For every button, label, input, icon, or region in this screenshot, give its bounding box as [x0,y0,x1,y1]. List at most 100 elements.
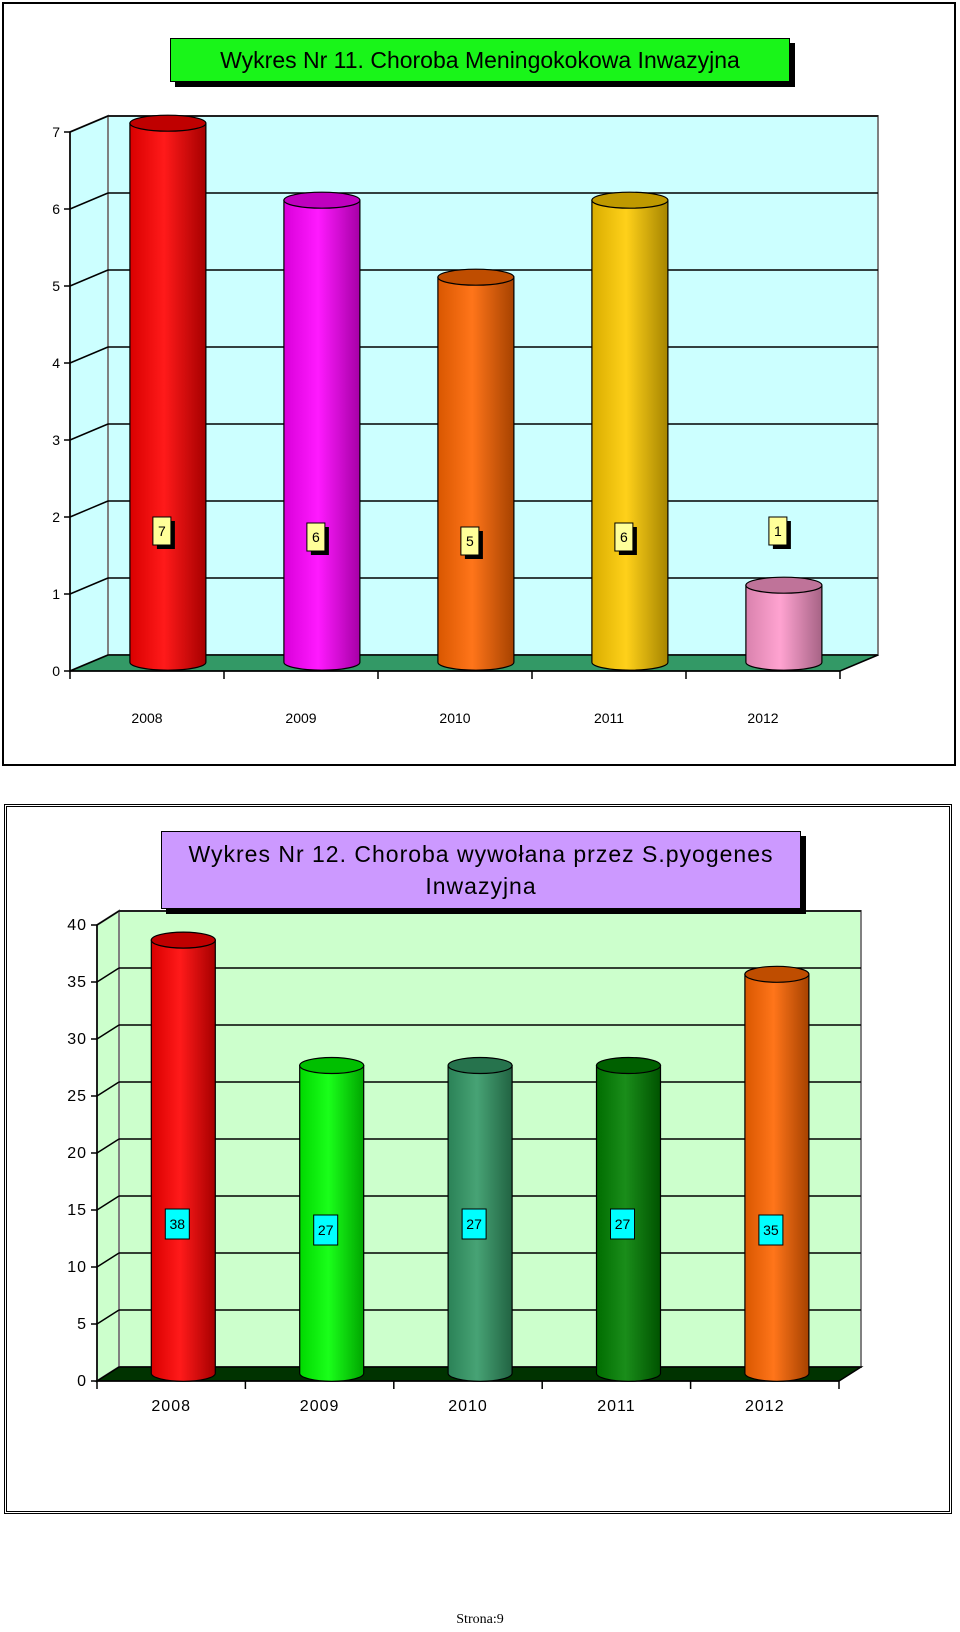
data-label-box [313,1214,339,1246]
bar-2012 [745,576,823,671]
bar-body [150,939,216,1382]
y-tick-label: 25 [67,1088,87,1105]
x-tick-label: 2009 [285,710,316,726]
bar-top [150,931,216,949]
data-label-box [460,526,480,556]
gridline-side [69,346,109,364]
data-label-box [758,1214,784,1246]
y-tick-label: 0 [77,1373,87,1390]
gridline-side [96,1309,120,1325]
page-footer: Strona:9 [456,1612,504,1627]
data-label-2010: 27 [461,1208,487,1240]
data-label-2009: 6 [306,522,329,555]
bar-body [744,973,810,1382]
y-tick-label: 3 [52,432,60,448]
gridline-side [69,577,109,595]
data-label-box [152,516,172,546]
x-tick-label: 2010 [439,710,470,726]
data-label-text: 5 [466,533,474,549]
x-tick-label: 2011 [597,1398,635,1415]
chart-2-frame: 0 5 10 15 20 25 30 35 40 38 2008 27 2009 27 2010 27 2011… [4,804,952,1514]
gridline-side [69,423,109,441]
data-label-2009: 27 [313,1214,339,1246]
y-tick-label: 7 [52,124,60,140]
y-tick-label: 0 [52,663,60,679]
y-tick-label: 1 [52,586,60,602]
bar-2008 [129,114,207,671]
gridline-side [96,910,120,926]
gridline-side [69,269,109,287]
data-label-2011: 6 [614,522,637,555]
bar-top [744,965,810,983]
gridline-side [69,192,109,210]
data-label-2012: 35 [758,1214,784,1246]
chart-1-title: Wykres Nr 11. Choroba Meningokokowa Inwa… [170,38,790,82]
gridline-side [69,115,109,133]
data-label-text: 35 [763,1222,779,1238]
bar-body [591,199,669,671]
bar-top [437,268,515,286]
gridline-side [96,1024,120,1040]
data-label-text: 6 [312,529,320,545]
y-tick-label: 30 [67,1031,87,1048]
data-label-box [461,1208,487,1240]
x-tick-label: 2009 [300,1398,340,1415]
gridline-side [96,1195,120,1211]
data-label-2008: 7 [152,516,175,549]
data-label-2012: 1 [768,516,791,549]
bar-top [595,1056,662,1075]
chart-2-plot: 0 5 10 15 20 25 30 35 40 38 2008 27 2009 27 2010 27 2011… [67,909,864,1415]
side-wall [69,114,109,673]
y-tick-label: 4 [52,355,60,371]
data-label-2010: 5 [460,526,483,559]
data-label-text: 27 [466,1216,482,1232]
gridline-side [69,500,109,518]
x-tick-label: 2011 [594,710,624,726]
y-tick-label: 15 [67,1202,87,1219]
x-tick-label: 2010 [448,1398,488,1415]
y-tick-label: 6 [52,201,60,217]
bar-2011 [591,191,669,671]
data-label-box [306,522,326,552]
data-label-text: 7 [158,523,166,539]
bar-body [437,276,515,671]
data-label-2011: 27 [610,1208,635,1240]
y-tick-label: 35 [67,974,87,991]
data-label-text: 27 [318,1222,334,1238]
chart-1-plot: 0 1 2 3 4 5 6 7 7 2008 6 2009 5 2010 6 2011 1 2012 [52,114,879,726]
bar-body [129,122,207,671]
y-tick-label: 2 [52,509,60,525]
data-label-text: 6 [620,529,628,545]
bar-top [299,1056,365,1075]
data-label-text: 1 [774,523,782,539]
x-tick-label: 2008 [151,1398,191,1415]
data-label-text: 38 [170,1216,186,1232]
bar-2010 [437,268,515,671]
x-tick-label: 2012 [745,1398,785,1415]
y-tick-label: 20 [67,1145,87,1162]
data-label-box [614,522,634,552]
bar-2009 [283,191,361,671]
y-tick-label: 40 [67,917,87,934]
data-label-box [610,1208,635,1240]
y-tick-label: 10 [67,1259,87,1276]
data-label-2008: 38 [164,1208,190,1240]
bar-top [591,191,669,209]
bar-body [283,199,361,671]
chart-1-frame: 0 1 2 3 4 5 6 7 7 2008 6 2009 5 2010 6 2011 1 2012 Wykres… [2,2,956,766]
y-tick-label: 5 [77,1316,87,1333]
bar-2012 [744,965,810,1382]
gridline-side [96,1138,120,1154]
y-tick-label: 5 [52,278,60,294]
x-tick-label: 2008 [131,710,162,726]
data-label-text: 27 [615,1216,631,1232]
bar-top [447,1056,513,1075]
bar-2008 [150,931,216,1382]
data-label-box [768,516,788,546]
chart-2-title: Wykres Nr 12. Choroba wywołana przez S.p… [161,831,801,909]
bar-top [129,114,207,132]
bar-top [283,191,361,209]
gridline-side [96,967,120,983]
bar-body [745,584,823,671]
data-label-box [164,1208,190,1240]
